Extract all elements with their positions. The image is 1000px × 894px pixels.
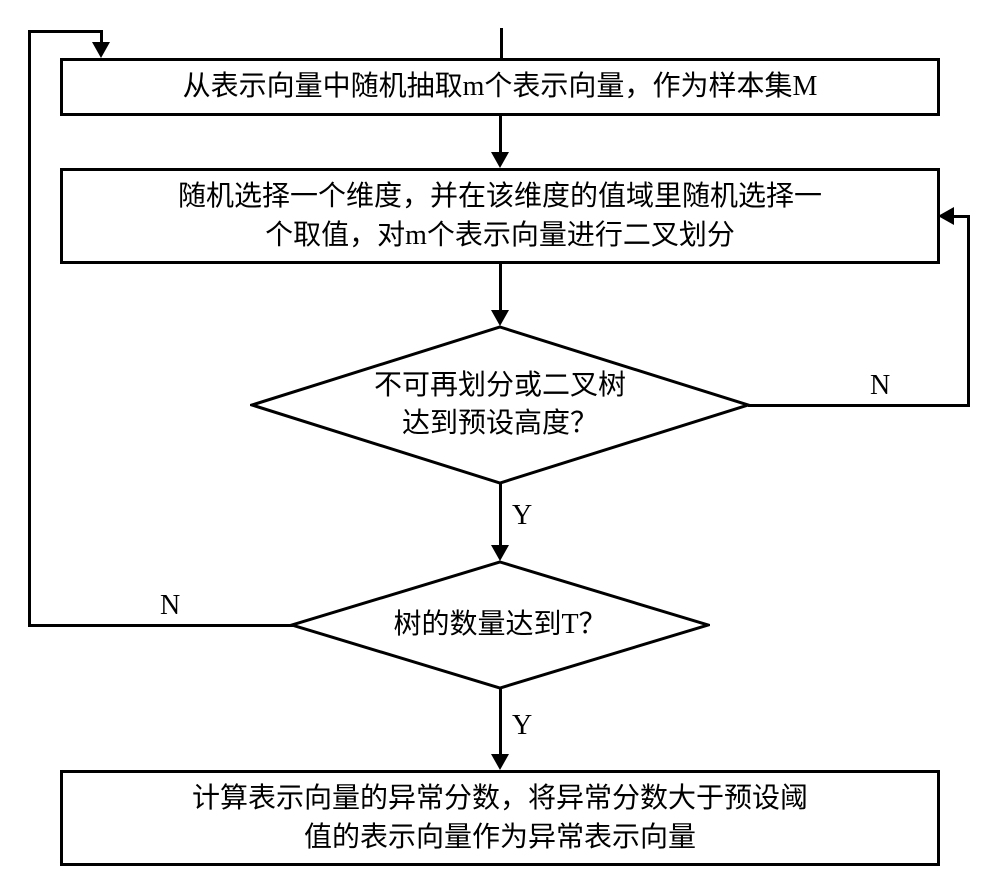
edge-dec2-n-v [28, 30, 31, 627]
edge-dec2-step3-line [499, 688, 502, 756]
edge-step1-step2-line [499, 116, 502, 156]
label-dec1-yes: Y [512, 500, 532, 532]
process-sample-m-text: 从表示向量中随机抽取m个表示向量，作为样本集M [183, 67, 818, 106]
edge-dec1-dec2-line [499, 483, 502, 549]
decision-tree-count: 树的数量达到T？ [290, 560, 710, 690]
process-split-line1: 随机选择一个维度，并在该维度的值域里随机选择一 [178, 177, 822, 216]
edge-step2-dec1-line [499, 264, 502, 314]
label-dec1-no: N [870, 370, 890, 402]
edge-dec2-n-h2 [28, 30, 103, 33]
decision1-line2: 达到预设高度？ [374, 405, 626, 443]
process-sample-m: 从表示向量中随机抽取m个表示向量，作为样本集M [60, 58, 940, 116]
decision1-line1: 不可再划分或二叉树 [374, 367, 626, 405]
edge-step2-dec1-head [491, 310, 509, 326]
edge-dec1-n-h2 [952, 215, 970, 218]
process-anomaly-line2: 值的表示向量作为异常表示向量 [192, 818, 808, 857]
edge-dec1-dec2-head [491, 545, 509, 561]
process-anomaly-line1: 计算表示向量的异常分数，将异常分数大于预设阈 [192, 779, 808, 818]
edge-loop-top-entry [500, 28, 503, 58]
process-split-line2: 个取值，对m个表示向量进行二叉划分 [178, 216, 822, 255]
edge-dec1-n-head [938, 207, 954, 225]
edge-dec1-n-h1 [748, 404, 970, 407]
edge-dec2-step3-head [491, 754, 509, 770]
edge-dec2-n-h1 [28, 624, 293, 627]
decision-tree-height-text: 不可再划分或二叉树 达到预设高度？ [374, 367, 626, 443]
decision-tree-height: 不可再划分或二叉树 达到预设高度？ [250, 325, 750, 485]
label-dec2-yes: Y [512, 710, 532, 742]
label-dec2-no: N [160, 590, 180, 622]
edge-step1-step2-head [491, 152, 509, 168]
decision-tree-count-text: 树的数量达到T？ [393, 606, 606, 644]
process-anomaly-score: 计算表示向量的异常分数，将异常分数大于预设阈 值的表示向量作为异常表示向量 [60, 770, 940, 866]
process-split-dimension: 随机选择一个维度，并在该维度的值域里随机选择一 个取值，对m个表示向量进行二叉划… [60, 168, 940, 264]
edge-dec1-n-v [967, 216, 970, 407]
edge-dec2-n-head [92, 42, 110, 58]
